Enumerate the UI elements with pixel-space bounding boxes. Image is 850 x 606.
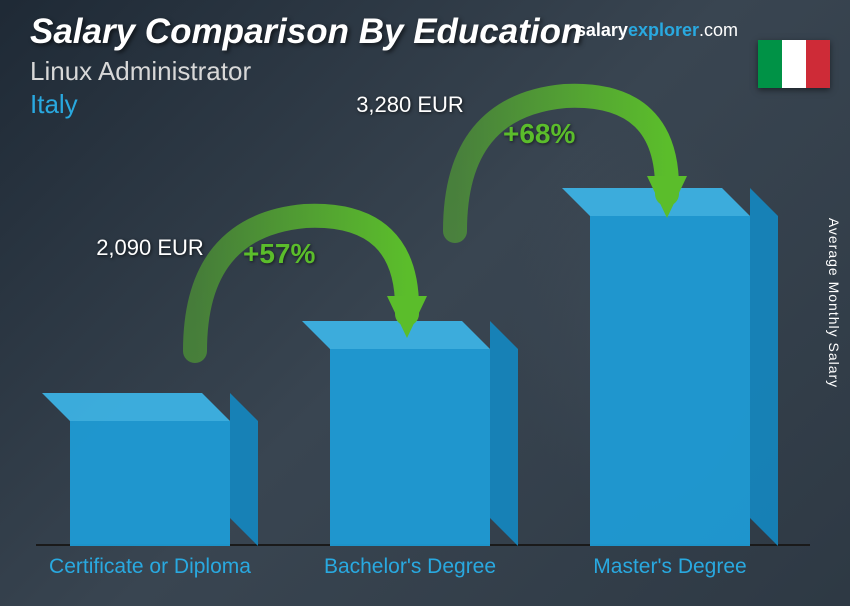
bar-side-face [490, 321, 518, 546]
infographic-container: Salary Comparison By Education Linux Adm… [0, 0, 850, 606]
bar-top-face [42, 393, 230, 421]
percent-increase-label: +68% [503, 118, 575, 150]
curved-arrow-icon [175, 196, 435, 376]
chart-area: 2,090 EUR Certificate or Diploma 3,280 E… [0, 116, 810, 606]
bar-group: 3,280 EUR Bachelor's Degree [330, 349, 490, 546]
flag-stripe-red [806, 40, 830, 88]
y-axis-label: Average Monthly Salary [826, 218, 842, 388]
flag-stripe-white [782, 40, 806, 88]
bar [590, 216, 750, 546]
flag-stripe-green [758, 40, 782, 88]
bar-category-label: Certificate or Diploma [40, 554, 260, 579]
page-title: Salary Comparison By Education [30, 12, 582, 52]
bar-group: 2,090 EUR Certificate or Diploma [70, 421, 230, 546]
bar-category-label: Master's Degree [560, 554, 780, 579]
bar-front-face [70, 421, 230, 546]
bar [330, 349, 490, 546]
bar-front-face [590, 216, 750, 546]
bar-category-label: Bachelor's Degree [300, 554, 520, 579]
curved-arrow-icon [435, 76, 695, 256]
percent-increase-label: +57% [243, 238, 315, 270]
attribution: salaryexplorer.com [576, 20, 738, 41]
increase-arrow: +57% [175, 196, 435, 376]
bar-side-face [230, 393, 258, 546]
attribution-part3: .com [699, 20, 738, 40]
bar-group: 5,500 EUR Master's Degree [590, 216, 750, 546]
bar-front-face [330, 349, 490, 546]
attribution-part1: salary [576, 20, 628, 40]
increase-arrow: +68% [435, 76, 695, 256]
italy-flag-icon [758, 40, 830, 88]
bar-side-face [750, 188, 778, 546]
attribution-part2: explorer [628, 20, 699, 40]
bar [70, 421, 230, 546]
